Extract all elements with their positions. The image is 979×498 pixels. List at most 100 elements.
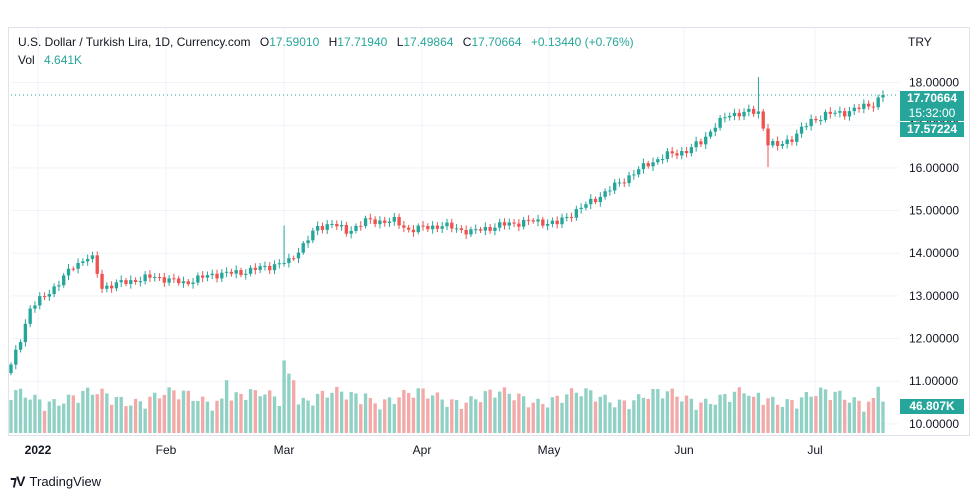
- volume-bar: [430, 395, 435, 433]
- candle-body: [833, 112, 837, 114]
- x-tick-label: Jun: [674, 443, 693, 457]
- volume-legend: Vol 4.641K: [18, 53, 82, 67]
- tradingview-logo-icon: ⁊V: [10, 473, 26, 489]
- candle-body: [804, 126, 809, 128]
- tradingview-logo[interactable]: ⁊V TradingView: [10, 473, 101, 490]
- candle-body: [675, 153, 679, 156]
- candle-body: [177, 278, 181, 284]
- candle-body: [521, 219, 526, 227]
- volume-bar: [368, 398, 373, 433]
- volume-bar: [325, 397, 329, 433]
- candle-body: [656, 159, 660, 163]
- y-tick-label: 15.00000: [909, 204, 959, 218]
- volume-bar: [871, 397, 876, 433]
- candle-body: [416, 225, 420, 233]
- volume-bar: [507, 393, 511, 433]
- candle-body: [378, 220, 382, 225]
- volume-bar: [311, 405, 315, 433]
- candle-body: [76, 262, 80, 269]
- candle-body: [239, 270, 243, 275]
- volume-bar: [756, 392, 761, 433]
- volume-bar: [775, 404, 780, 433]
- y-tick-label: 18.00000: [909, 76, 959, 90]
- volume-bar: [569, 388, 574, 433]
- volume-bar: [406, 392, 411, 433]
- candle-body: [536, 219, 540, 222]
- candle-body: [871, 106, 876, 108]
- volume-bar: [541, 404, 545, 433]
- legend-vol: 4.641K: [44, 53, 83, 67]
- candle-body: [114, 282, 119, 289]
- candle-body: [474, 229, 478, 231]
- volume-bar: [555, 395, 559, 433]
- candle-body: [613, 182, 617, 191]
- volume-bar: [124, 406, 128, 433]
- candle-body: [200, 275, 205, 278]
- candle-body: [28, 308, 32, 324]
- volume-bar: [579, 396, 583, 433]
- candle-body: [857, 107, 861, 109]
- last-price-badge: 17.70664: [900, 91, 964, 106]
- volume-bar: [675, 396, 679, 433]
- volume-bar: [18, 388, 23, 433]
- volume-bar: [454, 400, 459, 433]
- volume-bar: [14, 390, 18, 433]
- volume-bar: [445, 406, 449, 433]
- candle-body: [795, 133, 799, 142]
- volume-bar: [335, 386, 339, 433]
- candle-body: [747, 108, 751, 112]
- volume-bar: [143, 408, 147, 433]
- volume-bar: [526, 407, 531, 433]
- volume-bar: [306, 400, 310, 433]
- candle-body: [771, 141, 775, 146]
- candle-body: [876, 97, 880, 108]
- volume-bar: [133, 398, 138, 433]
- volume-bar: [373, 403, 377, 433]
- candle-body: [517, 223, 521, 227]
- volume-bar: [723, 394, 727, 433]
- volume-bar: [76, 402, 80, 433]
- volume-bar: [196, 400, 200, 433]
- volume-bar: [589, 390, 593, 433]
- volume-bar: [426, 398, 430, 433]
- candle-body: [81, 261, 85, 263]
- volume-bar: [742, 393, 746, 433]
- candle-body: [129, 280, 133, 284]
- volume-bar: [459, 408, 464, 433]
- brand-name: TradingView: [29, 474, 102, 489]
- volume-bar: [565, 394, 569, 433]
- candle-body: [847, 111, 852, 117]
- candle-body: [555, 220, 559, 225]
- volume-bar: [224, 380, 229, 433]
- volume-bar: [105, 393, 109, 433]
- candle-body: [651, 162, 655, 167]
- volume-bar: [785, 399, 789, 433]
- candle-body: [732, 112, 737, 117]
- candle-body: [780, 144, 785, 146]
- volume-bar: [383, 399, 387, 433]
- y-tick-label: 12.00000: [909, 332, 959, 346]
- legend-open-label: O: [259, 35, 270, 49]
- volume-bar: [38, 399, 42, 433]
- candle-body: [694, 141, 698, 148]
- volume-bar: [512, 400, 516, 433]
- candle-body: [574, 209, 579, 218]
- legend-low-label: L: [396, 35, 404, 49]
- volume-bar: [296, 404, 301, 433]
- volume-bar: [689, 398, 694, 433]
- candle-body: [713, 127, 717, 132]
- second-price-badge: 17.57224: [900, 122, 964, 137]
- countdown-badge: 15:32:00: [900, 106, 964, 121]
- candle-body: [383, 220, 387, 223]
- candle-body: [359, 225, 363, 227]
- volume-bar: [761, 404, 765, 433]
- candle-body: [838, 111, 842, 113]
- volume-bar: [680, 401, 684, 433]
- volume-bar: [263, 394, 267, 433]
- volume-bar: [819, 387, 823, 433]
- volume-bar: [200, 396, 205, 433]
- volume-bar: [857, 400, 861, 433]
- volume-badge: 46.807K: [900, 399, 964, 414]
- candle-body: [450, 222, 454, 229]
